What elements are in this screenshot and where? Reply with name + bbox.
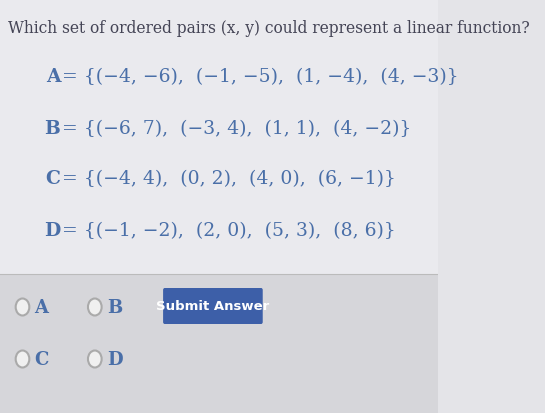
Text: B: B (45, 120, 60, 138)
Circle shape (88, 299, 101, 316)
Text: B: B (107, 298, 122, 316)
FancyBboxPatch shape (163, 288, 263, 324)
Text: A: A (46, 68, 60, 86)
Circle shape (16, 351, 29, 368)
Circle shape (16, 299, 29, 316)
Text: = {(−1, −2),  (2, 0),  (5, 3),  (8, 6)}: = {(−1, −2), (2, 0), (5, 3), (8, 6)} (62, 221, 396, 240)
Text: = {(−6, 7),  (−3, 4),  (1, 1),  (4, −2)}: = {(−6, 7), (−3, 4), (1, 1), (4, −2)} (62, 120, 411, 138)
Bar (0, 0, 438, 274)
Text: D: D (107, 350, 123, 368)
Text: A: A (34, 298, 49, 316)
Text: C: C (45, 170, 60, 188)
Circle shape (88, 351, 101, 368)
Text: C: C (34, 350, 49, 368)
Text: Which set of ordered pairs (x, y) could represent a linear function?: Which set of ordered pairs (x, y) could … (8, 20, 530, 37)
Text: D: D (44, 221, 60, 240)
Text: = {(−4, −6),  (−1, −5),  (1, −4),  (4, −3)}: = {(−4, −6), (−1, −5), (1, −4), (4, −3)} (62, 68, 458, 86)
Text: Submit Answer: Submit Answer (156, 300, 270, 313)
Text: = {(−4, 4),  (0, 2),  (4, 0),  (6, −1)}: = {(−4, 4), (0, 2), (4, 0), (6, −1)} (62, 170, 396, 188)
Bar (0, 274, 438, 413)
